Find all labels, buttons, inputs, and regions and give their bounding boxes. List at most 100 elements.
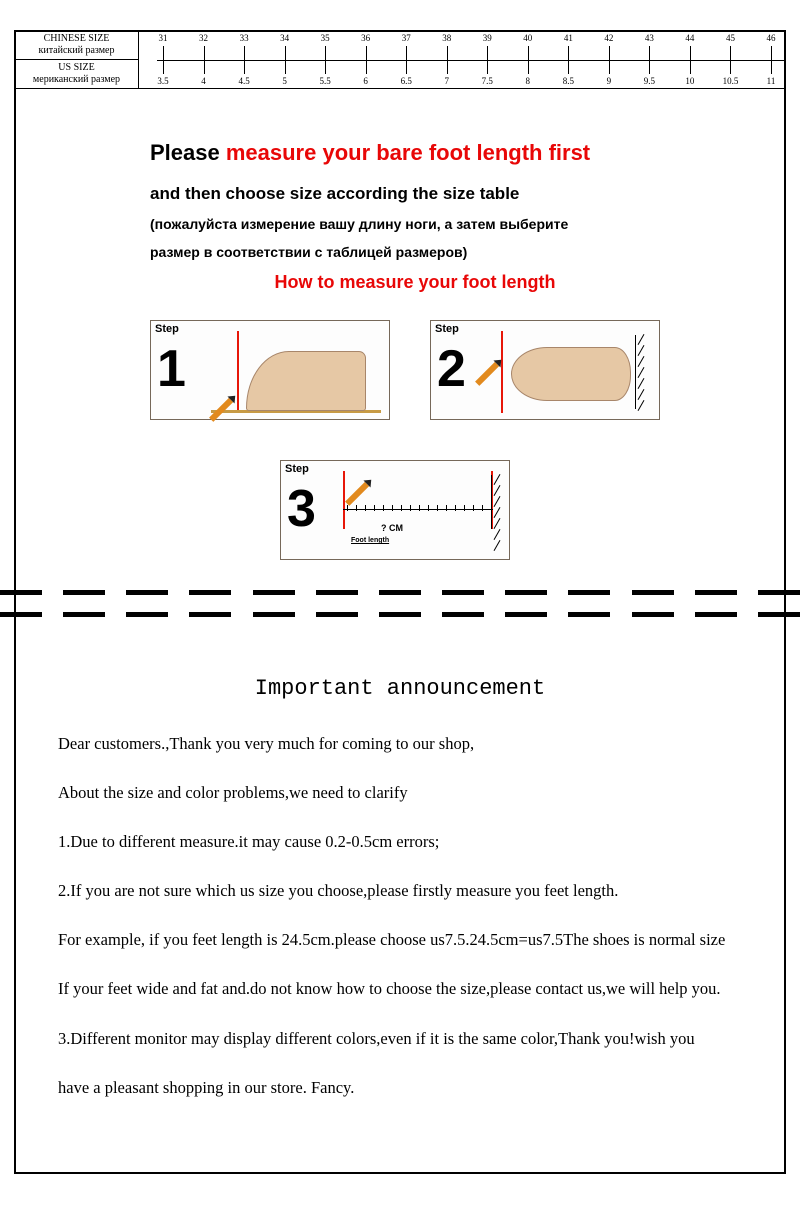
step1-tag: Step: [155, 323, 179, 335]
ruler-tick: [325, 46, 326, 60]
dash-segment: [126, 590, 168, 595]
dash-segment: [695, 612, 737, 617]
ruler-tick: [406, 60, 407, 74]
ruler-tick: [406, 46, 407, 60]
ruler-tick: [568, 60, 569, 74]
ruler-tick: [366, 46, 367, 60]
ruler-tick: [649, 46, 650, 60]
dashed-separator-2: [0, 612, 800, 617]
please-text: Please: [150, 140, 226, 165]
dash-segment: [442, 590, 484, 595]
chinese-size-value: 37: [402, 33, 411, 43]
us-size-label-en: US SIZE: [17, 62, 136, 74]
ruler-tick: [285, 46, 286, 60]
dash-segment: [632, 612, 674, 617]
step3-wall-hatching: [491, 475, 505, 529]
dash-segment: [695, 590, 737, 595]
chinese-size-value: 38: [442, 33, 451, 43]
ann-p7: 3.Different monitor may display differen…: [58, 1027, 758, 1050]
chinese-size-value: 39: [483, 33, 492, 43]
dashed-separator-1: [0, 590, 800, 595]
us-size-value: 6: [363, 76, 368, 86]
step2-tag: Step: [435, 323, 459, 335]
chinese-size-value: 31: [159, 33, 168, 43]
chinese-size-value: 36: [361, 33, 370, 43]
step2-box: Step 2: [430, 320, 660, 420]
ruler-tick: [204, 46, 205, 60]
chinese-size-value: 43: [645, 33, 654, 43]
us-size-value: 8.5: [563, 76, 574, 86]
us-size-value: 8: [526, 76, 531, 86]
size-ruler: 313.5324334.5345355.5366376.5387397.5408…: [139, 31, 785, 88]
chinese-size-header: CHINESE SIZE китайский размер: [15, 31, 139, 60]
dash-segment: [758, 612, 800, 617]
ann-p3: 1.Due to different measure.it may cause …: [58, 830, 758, 853]
ann-p1: Dear customers.,Thank you very much for …: [58, 732, 758, 755]
dash-segment: [189, 590, 231, 595]
step2-number: 2: [437, 339, 466, 399]
us-size-value: 7.5: [482, 76, 493, 86]
ruler-tick: [487, 60, 488, 74]
footlength-label: Foot length: [351, 537, 389, 544]
chinese-size-label-en: CHINESE SIZE: [17, 33, 136, 45]
chinese-size-value: 44: [685, 33, 694, 43]
dash-segment: [758, 590, 800, 595]
dash-segment: [253, 590, 295, 595]
dash-segment: [63, 612, 105, 617]
dash-segment: [442, 612, 484, 617]
instruction-line1: Please measure your bare foot length fir…: [150, 140, 710, 166]
ruler-tick: [366, 60, 367, 74]
ruler-tick: [204, 60, 205, 74]
ann-p4: 2.If you are not sure which us size you …: [58, 879, 758, 902]
ruler-cell: 313.5324334.5345355.5366376.5387397.5408…: [139, 31, 786, 89]
chinese-size-value: 42: [604, 33, 613, 43]
ruler-tick: [730, 46, 731, 60]
dash-segment: [253, 612, 295, 617]
us-size-value: 10: [685, 76, 694, 86]
us-size-value: 5: [282, 76, 287, 86]
step3-tag: Step: [285, 463, 309, 475]
ruler-tick: [771, 46, 772, 60]
ann-p5: For example, if you feet length is 24.5c…: [58, 928, 758, 951]
measure-red-text: measure your bare foot length first: [226, 140, 590, 165]
chinese-size-label-ru: китайский размер: [17, 45, 136, 57]
foot-side-icon: [246, 351, 366, 411]
us-size-value: 3.5: [157, 76, 168, 86]
us-size-value: 7: [444, 76, 449, 86]
us-size-value: 6.5: [401, 76, 412, 86]
us-size-value: 11: [767, 76, 776, 86]
dash-segment: [379, 612, 421, 617]
size-chart-table: CHINESE SIZE китайский размер 313.532433…: [14, 30, 786, 89]
chinese-size-value: 33: [240, 33, 249, 43]
ruler-tick: [771, 60, 772, 74]
chinese-size-value: 32: [199, 33, 208, 43]
dash-segment: [568, 612, 610, 617]
us-size-value: 9.5: [644, 76, 655, 86]
ruler-tick: [244, 46, 245, 60]
us-size-value: 5.5: [320, 76, 331, 86]
ruler-tick: [609, 60, 610, 74]
ruler-tick: [690, 60, 691, 74]
dash-segment: [379, 590, 421, 595]
ruler-tick: [528, 46, 529, 60]
dash-segment: [189, 612, 231, 617]
ann-p2: About the size and color problems,we nee…: [58, 781, 758, 804]
instruction-line2: and then choose size according the size …: [150, 184, 710, 204]
ruler-tick: [568, 46, 569, 60]
ruler-tick: [487, 46, 488, 60]
dash-segment: [568, 590, 610, 595]
us-size-value: 4.5: [238, 76, 249, 86]
chinese-size-value: 34: [280, 33, 289, 43]
dash-segment: [316, 612, 358, 617]
ruler-tick: [649, 60, 650, 74]
dash-segment: [632, 590, 674, 595]
dash-segment: [0, 590, 42, 595]
instruction-line3: (пожалуйста измерение вашу длину ноги, а…: [150, 216, 710, 232]
ruler-tick: [690, 46, 691, 60]
ruler-tick: [163, 46, 164, 60]
us-size-value: 4: [201, 76, 206, 86]
chinese-size-value: 46: [767, 33, 776, 43]
ruler-tick: [447, 46, 448, 60]
us-size-value: 10.5: [723, 76, 739, 86]
steps-row: Step 1 Step 2: [150, 320, 660, 420]
